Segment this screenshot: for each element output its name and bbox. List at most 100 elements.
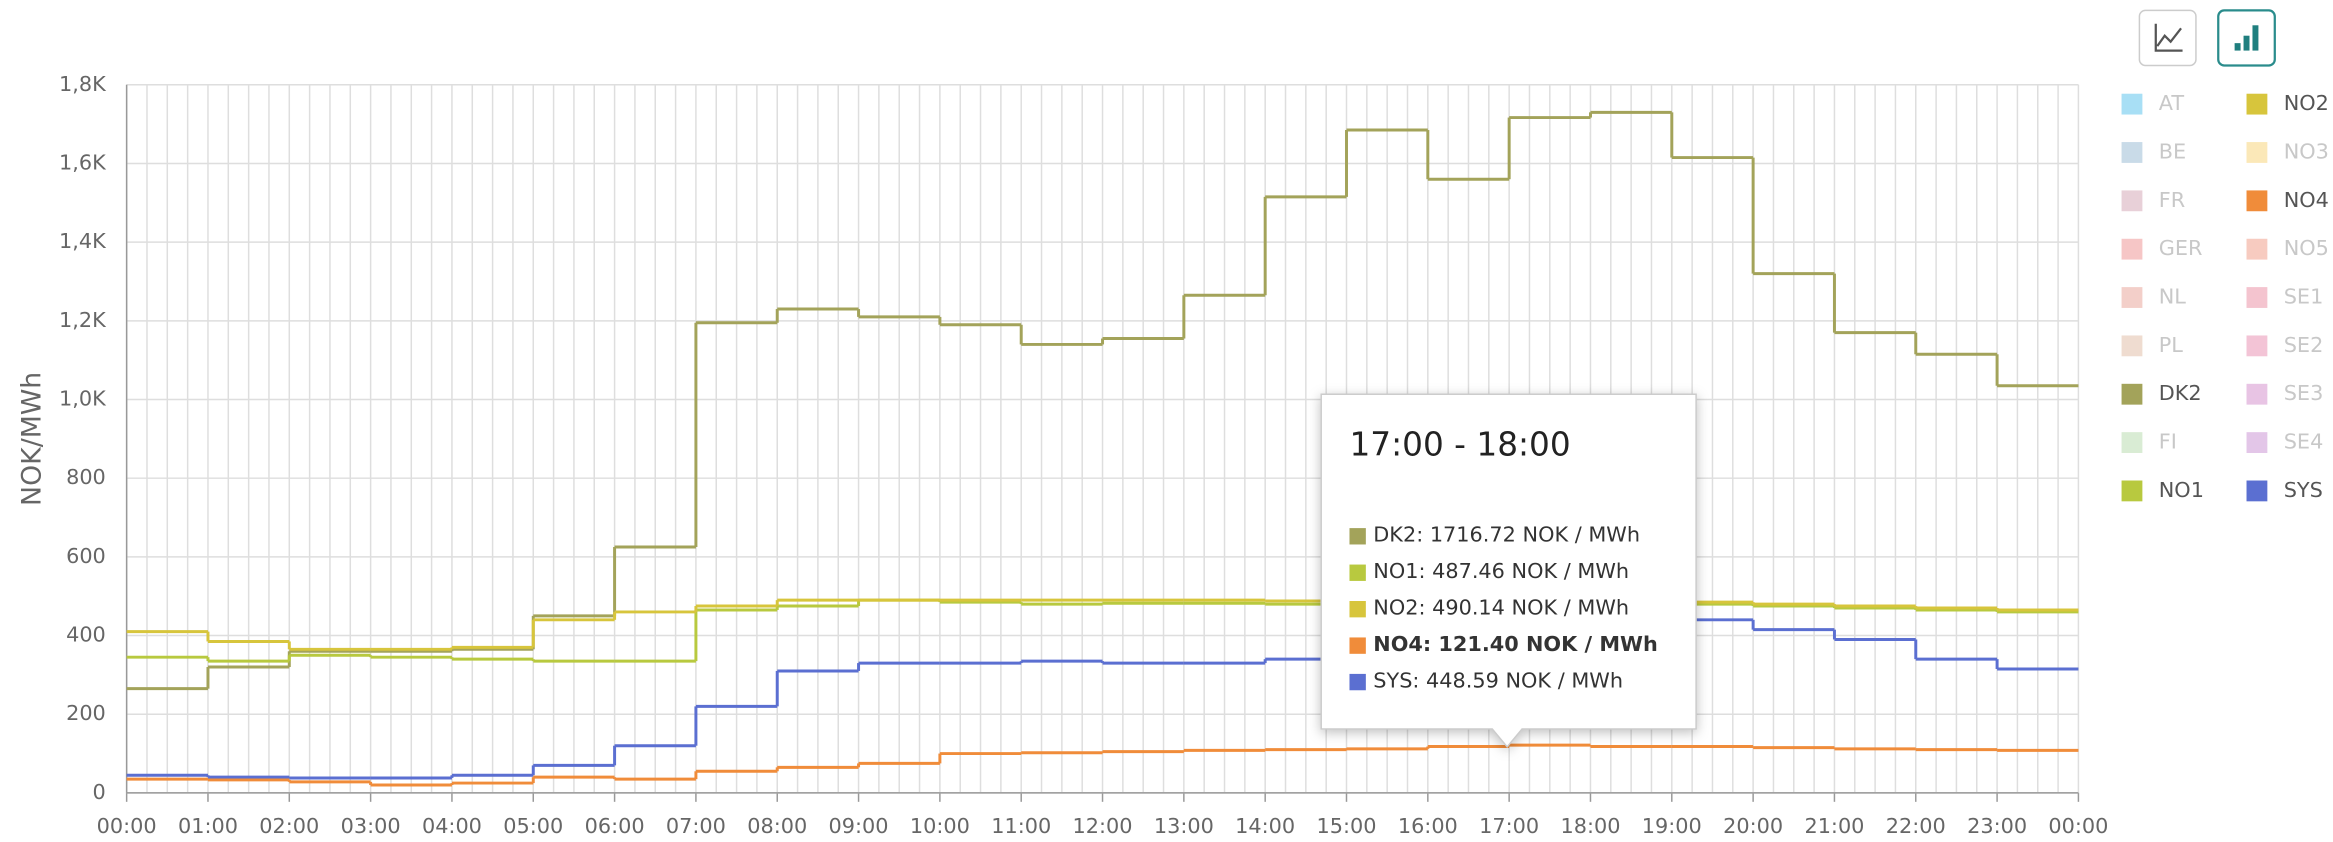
bar-icon [2234, 43, 2241, 51]
tooltip-line: NO4: 121.40 NOK / MWh [1373, 632, 1658, 656]
series-line [126, 743, 2079, 787]
y-tick-label: 800 [66, 465, 106, 489]
tooltip-line: NO2: 490.14 NOK / MWh [1373, 595, 1629, 619]
legend-item[interactable]: NO4 [2246, 188, 2329, 212]
line-chart-button[interactable] [2138, 9, 2197, 67]
legend-item[interactable]: NO2 [2246, 91, 2329, 115]
legend-swatch [2246, 142, 2268, 163]
legend-label: GER [2159, 236, 2203, 260]
bar-icon [2243, 35, 2250, 51]
legend-swatch [2121, 335, 2143, 357]
tooltip-swatch [1349, 528, 1366, 545]
legend-swatch [2246, 238, 2268, 260]
x-tick-label: 16:00 [1398, 814, 1458, 838]
legend-swatch [2121, 480, 2143, 502]
x-tick-label: 11:00 [991, 814, 1051, 838]
legend-swatch [2246, 335, 2268, 357]
line-icon [2154, 23, 2183, 52]
series-line [126, 110, 2079, 691]
tooltip-swatch [1349, 601, 1366, 618]
x-tick-label: 05:00 [503, 814, 563, 838]
legend-item[interactable]: SE1 [2246, 285, 2324, 309]
legend-label: DK2 [2159, 381, 2202, 405]
legend-item[interactable]: SE4 [2246, 430, 2324, 454]
x-tick-label: 14:00 [1235, 814, 1295, 838]
legend-label: PL [2159, 333, 2184, 357]
y-tick-label: 1,8K [59, 72, 107, 96]
legend-swatch [2246, 190, 2268, 212]
x-tick-label: 17:00 [1479, 814, 1539, 838]
legend-swatch [2121, 432, 2143, 453]
y-tick-label: 200 [66, 701, 106, 725]
legend-label: NO4 [2284, 188, 2329, 212]
x-tick-label: 15:00 [1317, 814, 1377, 838]
legend-swatch [2246, 432, 2268, 453]
legend-item[interactable]: SE3 [2246, 381, 2324, 405]
legend-item[interactable]: SE2 [2246, 333, 2324, 357]
tooltip: 17:00 - 18:00 DK2: 1716.72 NOK / MWh NO1: … [1320, 393, 1697, 748]
y-tick-label: 1,2K [59, 308, 107, 332]
tooltip-swatch [1349, 564, 1366, 581]
legend-item[interactable]: FR [2121, 188, 2186, 212]
legend-item[interactable]: SYS [2246, 478, 2323, 502]
y-axis-title: NOK/MWh [16, 372, 47, 506]
legend-label: FR [2159, 188, 2185, 212]
legend-item[interactable]: NL [2121, 285, 2187, 309]
legend-label: AT [2159, 91, 2185, 115]
legend-item[interactable]: NO3 [2246, 139, 2329, 163]
legend-swatch [2246, 480, 2268, 502]
x-tick-label: 03:00 [341, 814, 401, 838]
tooltip-line: NO1: 487.46 NOK / MWh [1373, 559, 1629, 583]
x-tick-label: 00:00 [2048, 814, 2108, 838]
legend-label: NO2 [2284, 91, 2329, 115]
y-tick-label: 400 [66, 623, 106, 647]
x-tick-label: 13:00 [1154, 814, 1214, 838]
x-tick-label: 09:00 [829, 814, 889, 838]
tooltip-swatch [1349, 637, 1366, 654]
y-tick-label: 0 [93, 780, 106, 804]
tooltip-line: DK2: 1716.72 NOK / MWh [1373, 523, 1640, 547]
legend-label: SYS [2284, 478, 2323, 502]
legend-swatch [2121, 190, 2143, 212]
x-tick-label: 10:00 [910, 814, 970, 838]
x-tick-label: 23:00 [1967, 814, 2027, 838]
x-tick-label: 06:00 [585, 814, 645, 838]
legend-item[interactable]: AT [2121, 91, 2185, 115]
legend-swatch [2246, 383, 2268, 405]
bar-chart-button[interactable] [2217, 9, 2276, 67]
legend-label: SE2 [2284, 333, 2324, 357]
legend-item[interactable]: FI [2121, 430, 2177, 454]
legend-swatch [2121, 287, 2143, 308]
y-tick-label: 1,0K [59, 387, 107, 411]
x-tick-label: 01:00 [178, 814, 238, 838]
legend-swatch [2246, 287, 2268, 308]
legend-label: NO1 [2159, 478, 2204, 502]
x-tick-label: 00:00 [97, 814, 157, 838]
x-tick-label: 12:00 [1073, 814, 1133, 838]
legend-swatch [2246, 93, 2268, 115]
y-tick-label: 600 [66, 544, 106, 568]
legend-swatch [2121, 93, 2143, 115]
legend-item[interactable]: DK2 [2121, 381, 2202, 405]
x-tick-label: 20:00 [1723, 814, 1783, 838]
x-tick-label: 08:00 [747, 814, 807, 838]
x-tick-label: 04:00 [422, 814, 482, 838]
x-tick-label: 02:00 [259, 814, 319, 838]
x-tick-label: 18:00 [1560, 814, 1620, 838]
tooltip-swatch [1349, 673, 1366, 691]
tooltip-line: SYS: 448.59 NOK / MWh [1373, 668, 1623, 692]
legend-item[interactable]: BE [2121, 139, 2187, 163]
legend-item[interactable]: NO1 [2121, 478, 2204, 502]
legend-label: FI [2159, 430, 2177, 454]
legend-label: SE3 [2284, 381, 2324, 405]
legend-label: NO5 [2284, 236, 2329, 260]
legend-item[interactable]: GER [2121, 236, 2203, 260]
legend-label: SE1 [2284, 285, 2324, 309]
legend-item[interactable]: PL [2121, 333, 2184, 357]
y-tick-label: 1,6K [59, 150, 107, 174]
legend-item[interactable]: NO5 [2246, 236, 2329, 260]
x-tick-label: 07:00 [666, 814, 726, 838]
legend-label: BE [2159, 139, 2186, 163]
legend-label: NO3 [2284, 139, 2329, 163]
